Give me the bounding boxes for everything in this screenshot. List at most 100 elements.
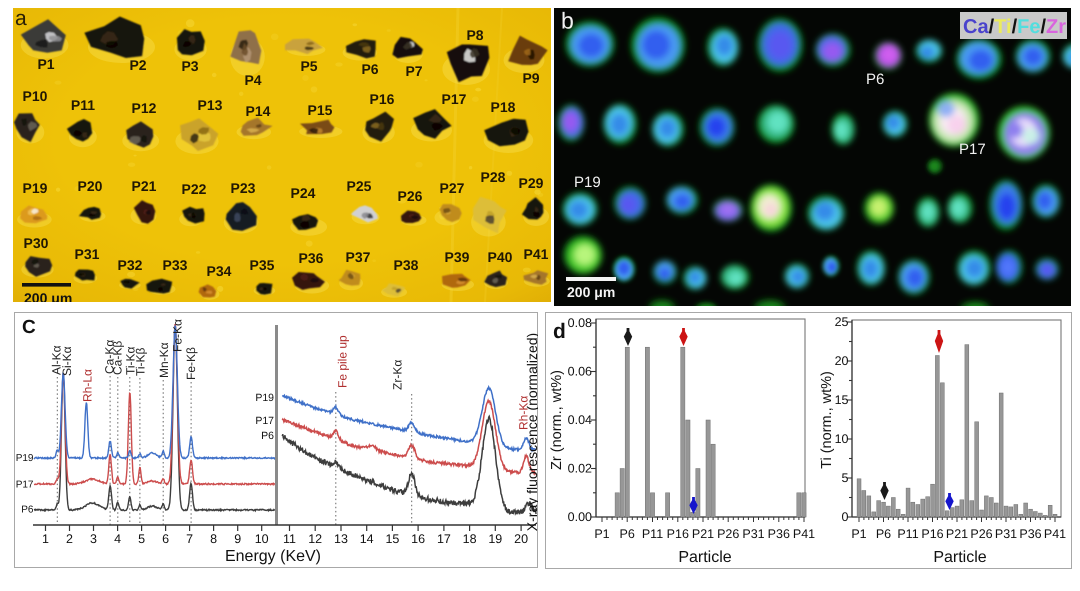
svg-text:P10: P10 — [23, 88, 48, 104]
svg-text:Particle: Particle — [678, 549, 731, 566]
svg-text:15: 15 — [385, 532, 399, 546]
svg-text:10: 10 — [255, 532, 269, 546]
svg-text:P6: P6 — [876, 527, 891, 541]
svg-text:19: 19 — [488, 532, 502, 546]
svg-text:Fe-Kβ: Fe-Kβ — [184, 347, 198, 380]
svg-text:P6: P6 — [866, 71, 884, 88]
svg-text:b: b — [561, 8, 574, 34]
svg-text:P31: P31 — [995, 527, 1017, 541]
svg-text:P6: P6 — [620, 527, 635, 541]
svg-text:15: 15 — [835, 393, 849, 407]
svg-text:20: 20 — [835, 354, 849, 368]
svg-text:Rh-Lα: Rh-Lα — [80, 369, 94, 402]
svg-text:P26: P26 — [398, 188, 423, 204]
svg-text:P40: P40 — [488, 249, 513, 265]
svg-text:5: 5 — [842, 471, 849, 485]
svg-text:0.00: 0.00 — [568, 510, 592, 524]
svg-text:P11: P11 — [642, 527, 663, 541]
svg-text:P20: P20 — [78, 178, 103, 194]
svg-text:P31: P31 — [742, 527, 764, 541]
svg-text:Ca-Kβ: Ca-Kβ — [110, 341, 124, 375]
svg-text:Ti-Kα: Ti-Kα — [123, 346, 137, 375]
svg-text:X-ray fluorescence (normalized: X-ray fluorescence (normalized) — [524, 333, 538, 531]
svg-text:P41: P41 — [524, 246, 549, 262]
svg-text:C: C — [22, 317, 36, 338]
svg-text:P1: P1 — [594, 527, 609, 541]
svg-text:20: 20 — [514, 532, 528, 546]
svg-text:P19: P19 — [255, 392, 274, 404]
svg-text:P38: P38 — [394, 257, 419, 273]
svg-text:16: 16 — [411, 532, 425, 546]
svg-text:Ti (norm., wt%): Ti (norm., wt%) — [819, 371, 835, 469]
svg-text:0.04: 0.04 — [568, 413, 592, 427]
svg-text:200 μm: 200 μm — [24, 290, 72, 302]
svg-text:2: 2 — [66, 532, 73, 546]
svg-text:P16: P16 — [921, 527, 943, 541]
svg-text:P17: P17 — [442, 91, 467, 107]
svg-text:P39: P39 — [445, 249, 470, 265]
svg-text:P17: P17 — [959, 141, 986, 158]
svg-text:P31: P31 — [75, 246, 100, 262]
svg-text:P15: P15 — [308, 102, 333, 118]
svg-text:0.02: 0.02 — [568, 462, 592, 476]
svg-text:18: 18 — [463, 532, 477, 546]
svg-text:3: 3 — [90, 532, 97, 546]
svg-text:Rh-Kα: Rh-Kα — [516, 396, 530, 430]
svg-text:Mn-Kα: Mn-Kα — [157, 342, 171, 378]
svg-text:P5: P5 — [300, 58, 317, 74]
svg-text:P22: P22 — [182, 181, 207, 197]
svg-text:P36: P36 — [1019, 527, 1041, 541]
svg-text:13: 13 — [334, 532, 348, 546]
svg-text:P21: P21 — [692, 527, 714, 541]
svg-text:P1: P1 — [851, 527, 866, 541]
svg-text:0: 0 — [842, 510, 849, 524]
svg-text:P11: P11 — [897, 527, 918, 541]
svg-text:P3: P3 — [181, 58, 198, 74]
svg-text:0.08: 0.08 — [568, 316, 592, 330]
svg-text:P1: P1 — [37, 56, 54, 72]
svg-text:Fe pile up: Fe pile up — [335, 335, 349, 388]
svg-text:Si-Kα: Si-Kα — [60, 346, 74, 376]
svg-text:P36: P36 — [768, 527, 790, 541]
svg-text:a: a — [15, 8, 27, 30]
svg-text:P7: P7 — [405, 63, 422, 79]
svg-text:P41: P41 — [793, 527, 815, 541]
svg-text:P37: P37 — [346, 249, 371, 265]
svg-text:P21: P21 — [132, 178, 157, 194]
svg-text:P35: P35 — [250, 257, 275, 273]
svg-text:P17: P17 — [16, 480, 34, 491]
svg-text:6: 6 — [162, 532, 169, 546]
svg-text:P36: P36 — [299, 250, 324, 266]
svg-text:P12: P12 — [132, 100, 157, 116]
svg-text:P28: P28 — [481, 169, 506, 185]
svg-text:P4: P4 — [244, 72, 261, 88]
svg-text:P19: P19 — [23, 180, 48, 196]
svg-text:P23: P23 — [231, 180, 256, 196]
svg-text:P19: P19 — [16, 453, 34, 464]
svg-text:Particle: Particle — [933, 549, 986, 566]
svg-text:12: 12 — [308, 532, 322, 546]
svg-text:P30: P30 — [24, 235, 49, 251]
svg-text:10: 10 — [835, 432, 849, 446]
svg-text:P29: P29 — [519, 175, 544, 191]
svg-text:P6: P6 — [21, 505, 34, 516]
svg-text:7: 7 — [186, 532, 193, 546]
svg-text:14: 14 — [360, 532, 374, 546]
svg-text:d: d — [553, 320, 566, 343]
svg-text:Ca-Kα: Ca-Kα — [102, 340, 116, 374]
svg-text:P2: P2 — [129, 57, 146, 73]
svg-text:5: 5 — [138, 532, 145, 546]
svg-text:P16: P16 — [370, 91, 395, 107]
svg-text:P26: P26 — [970, 527, 992, 541]
svg-text:4: 4 — [114, 532, 121, 546]
svg-text:P41: P41 — [1044, 527, 1066, 541]
svg-text:P6: P6 — [261, 430, 274, 442]
svg-text:P16: P16 — [667, 527, 689, 541]
svg-text:Al-Kα: Al-Kα — [49, 345, 63, 375]
svg-text:11: 11 — [283, 532, 296, 546]
svg-text:Energy (KeV): Energy (KeV) — [225, 548, 321, 565]
svg-text:P27: P27 — [440, 180, 465, 196]
svg-text:P33: P33 — [163, 257, 188, 273]
svg-text:P19: P19 — [574, 174, 601, 191]
svg-text:P9: P9 — [522, 70, 539, 86]
